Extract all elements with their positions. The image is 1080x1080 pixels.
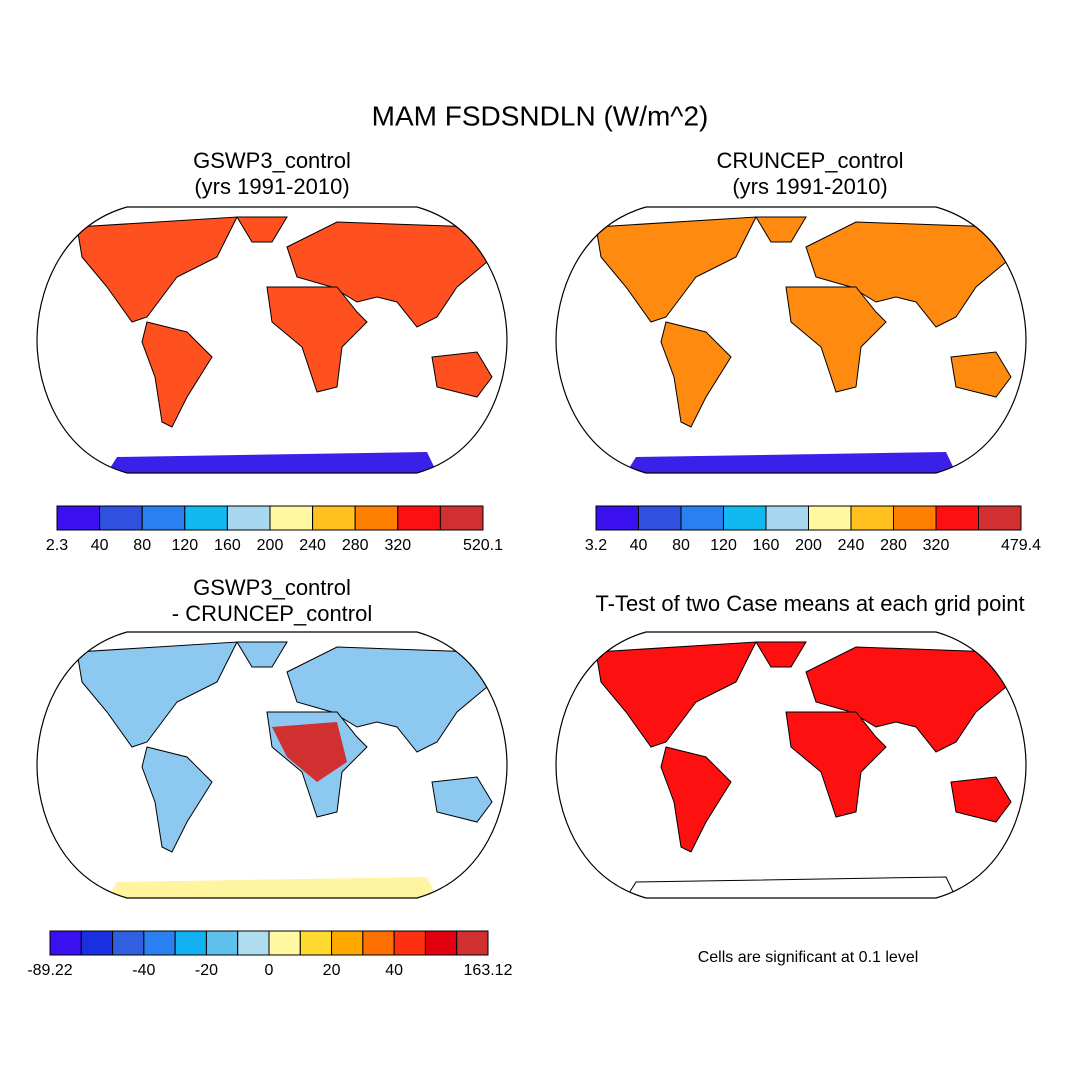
map-border [555,206,1027,474]
colorbar-label: 3.2 [585,537,607,554]
colorbar-label: 120 [171,537,198,554]
panel-title: GSWP3_control [193,575,351,600]
colorbar-swatch [424,930,458,956]
map-panel [555,206,1027,474]
colorbar-swatch [269,505,314,531]
colorbar-swatch [174,930,207,956]
colorbar-swatch [80,930,114,956]
colorbar-swatch [312,505,356,531]
colorbar-label: 160 [753,537,780,554]
colorbar-swatch [893,505,937,531]
map-panel [555,631,1027,899]
colorbar-label: 160 [214,537,241,554]
colorbar-label: 240 [299,537,326,554]
map-border [36,206,508,474]
colorbar-swatch [595,505,639,531]
colorbar-swatch [56,505,101,531]
colorbar-swatch [638,505,682,531]
colorbar-label: 200 [795,537,822,554]
anomaly [272,722,347,782]
colorbar-swatch [354,505,399,531]
map-border [36,631,508,899]
colorbar-label: 80 [672,537,690,554]
colorbar-swatch [393,930,426,956]
colorbar-label: 280 [342,537,369,554]
colorbar-swatch [141,505,186,531]
panel-title: T-Test of two Case means at each grid po… [595,591,1024,616]
colorbar-label: 163.12 [464,962,513,979]
colorbar-label: 280 [880,537,907,554]
colorbar-swatch [397,505,441,531]
colorbar-label: 20 [323,962,341,979]
map-panel [36,206,508,474]
colorbar-swatch [978,505,1022,531]
colorbar-swatch [49,930,82,956]
colorbar-label: 240 [838,537,865,554]
colorbar-swatch [765,505,809,531]
colorbar-swatch [268,930,301,956]
colorbar-label: 320 [923,537,950,554]
panel-note: Cells are significant at 0.1 level [698,949,919,966]
colorbar-label: 80 [133,537,151,554]
colorbar-label: 40 [91,537,109,554]
colorbar-swatch [723,505,767,531]
colorbar-label: 120 [710,537,737,554]
antarctica [107,877,437,898]
figure-title: MAM FSDSNDLN (W/m^2) [372,100,709,131]
panel-title: CRUNCEP_control [716,148,903,173]
map-panel [36,631,508,899]
colorbar-swatch [850,505,894,531]
colorbar-swatch [226,505,271,531]
colorbar-label: 40 [630,537,648,554]
colorbar-swatch [680,505,724,531]
panel-subtitle: - CRUNCEP_control [172,601,373,626]
colorbar-swatch [237,930,270,956]
colorbar-label: -89.22 [27,962,72,979]
panel-subtitle: (yrs 1991-2010) [732,174,887,199]
colorbar-swatch [808,505,852,531]
colorbar-swatch [205,930,239,956]
panel-subtitle: (yrs 1991-2010) [194,174,349,199]
colorbar-swatch [184,505,228,531]
colorbar-label: 479.4 [1001,537,1041,554]
land [595,216,1012,428]
colorbar-label: -40 [132,962,155,979]
land [76,216,493,428]
colorbar-label: 40 [385,962,403,979]
colorbar-swatch [331,930,364,956]
colorbar-label: 320 [384,537,411,554]
antarctica [626,452,956,473]
colorbar-swatch [362,930,395,956]
colorbar-label: 200 [257,537,284,554]
colorbar-swatch [456,930,489,956]
colorbar-swatch [439,505,484,531]
land [595,641,1012,853]
colorbar-swatch [99,505,143,531]
colorbar-label: 0 [265,962,274,979]
antarctica [625,876,957,898]
colorbar-label: 520.1 [463,537,503,554]
panel-title: GSWP3_control [193,148,351,173]
colorbar-swatch [112,930,145,956]
map-border [555,631,1027,899]
colorbar-swatch [935,505,979,531]
colorbar-swatch [143,930,176,956]
colorbar-label: -20 [195,962,218,979]
colorbar-swatch [299,930,333,956]
antarctica [107,452,437,473]
colorbar-label: 2.3 [46,537,68,554]
